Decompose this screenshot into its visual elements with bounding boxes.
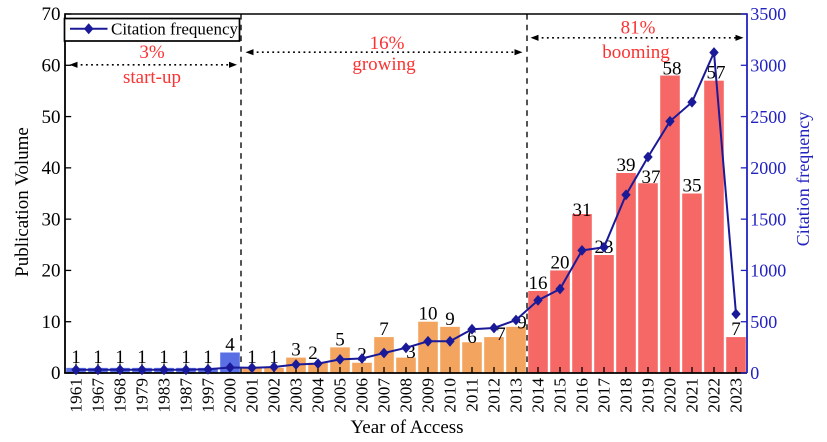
- svg-text:10: 10: [419, 304, 438, 325]
- svg-text:1: 1: [115, 347, 125, 368]
- svg-text:1979: 1979: [133, 378, 152, 413]
- svg-text:2011: 2011: [463, 378, 482, 412]
- svg-text:2021: 2021: [683, 378, 702, 413]
- svg-text:booming: booming: [602, 42, 670, 63]
- svg-text:1961: 1961: [67, 378, 86, 413]
- svg-text:0: 0: [750, 363, 759, 383]
- svg-text:7: 7: [379, 319, 389, 340]
- svg-text:2018: 2018: [617, 378, 636, 413]
- svg-text:2013: 2013: [507, 378, 526, 413]
- svg-text:1987: 1987: [177, 378, 196, 413]
- svg-text:2008: 2008: [397, 378, 416, 413]
- svg-text:16%: 16%: [370, 33, 405, 54]
- svg-text:1: 1: [71, 347, 81, 368]
- svg-text:2002: 2002: [265, 378, 284, 413]
- svg-text:2023: 2023: [727, 378, 746, 413]
- svg-text:35: 35: [683, 176, 702, 197]
- svg-text:1: 1: [181, 347, 191, 368]
- svg-text:2017: 2017: [595, 378, 614, 413]
- svg-text:1: 1: [247, 347, 257, 368]
- svg-text:1: 1: [137, 347, 147, 368]
- svg-text:30: 30: [42, 209, 61, 230]
- svg-text:81%: 81%: [621, 17, 656, 38]
- svg-text:1997: 1997: [199, 378, 218, 413]
- svg-text:3000: 3000: [750, 55, 786, 75]
- svg-text:10: 10: [42, 312, 61, 333]
- svg-text:4: 4: [225, 334, 235, 355]
- svg-text:1: 1: [93, 347, 103, 368]
- svg-text:2000: 2000: [221, 378, 240, 413]
- svg-text:1000: 1000: [750, 261, 786, 281]
- svg-text:9: 9: [517, 313, 527, 334]
- svg-text:2007: 2007: [375, 378, 394, 413]
- svg-text:0: 0: [51, 363, 61, 384]
- svg-text:9: 9: [445, 309, 455, 330]
- svg-text:60: 60: [42, 55, 61, 76]
- svg-text:7: 7: [496, 324, 506, 345]
- svg-text:31: 31: [573, 200, 592, 221]
- svg-text:39: 39: [617, 155, 636, 176]
- svg-text:Citation frequency: Citation frequency: [111, 20, 238, 39]
- svg-text:1500: 1500: [750, 209, 786, 229]
- svg-text:6: 6: [467, 327, 477, 348]
- svg-text:2006: 2006: [353, 378, 372, 413]
- svg-text:3: 3: [291, 340, 301, 361]
- svg-text:1: 1: [159, 347, 169, 368]
- svg-text:5: 5: [335, 329, 345, 350]
- svg-text:7: 7: [731, 319, 741, 340]
- svg-text:16: 16: [529, 273, 548, 294]
- svg-text:2012: 2012: [485, 378, 504, 413]
- svg-text:2003: 2003: [287, 378, 306, 413]
- svg-text:1983: 1983: [155, 378, 174, 413]
- svg-text:Publication Volume: Publication Volume: [12, 127, 33, 277]
- svg-text:37: 37: [642, 167, 661, 188]
- svg-text:2005: 2005: [331, 378, 350, 413]
- svg-text:growing: growing: [352, 54, 416, 75]
- svg-text:2000: 2000: [750, 158, 786, 178]
- svg-text:2009: 2009: [419, 378, 438, 413]
- svg-text:2020: 2020: [661, 378, 680, 413]
- svg-text:2010: 2010: [441, 378, 460, 413]
- svg-text:1968: 1968: [111, 378, 130, 413]
- svg-text:3: 3: [406, 342, 416, 363]
- svg-text:3%: 3%: [139, 42, 165, 63]
- svg-text:40: 40: [42, 158, 61, 179]
- svg-text:2: 2: [308, 343, 318, 364]
- svg-text:2001: 2001: [243, 378, 262, 413]
- svg-text:1: 1: [269, 347, 279, 368]
- svg-text:1: 1: [203, 347, 213, 368]
- svg-text:2004: 2004: [309, 378, 328, 413]
- svg-text:2500: 2500: [750, 107, 786, 127]
- svg-text:20: 20: [551, 252, 570, 273]
- svg-text:1967: 1967: [89, 378, 108, 413]
- svg-text:500: 500: [750, 312, 777, 332]
- svg-text:58: 58: [663, 59, 682, 80]
- svg-text:2016: 2016: [573, 378, 592, 413]
- svg-text:3500: 3500: [750, 4, 786, 24]
- svg-text:2022: 2022: [705, 378, 724, 413]
- svg-text:50: 50: [42, 107, 61, 128]
- svg-text:2015: 2015: [551, 378, 570, 413]
- svg-text:70: 70: [42, 4, 61, 25]
- svg-text:Year of Access: Year of Access: [350, 417, 463, 437]
- svg-text:2014: 2014: [529, 378, 548, 413]
- svg-text:Citation frequency: Citation frequency: [793, 112, 813, 246]
- svg-text:start-up: start-up: [123, 67, 181, 88]
- svg-text:20: 20: [42, 261, 61, 282]
- svg-text:2019: 2019: [639, 378, 658, 413]
